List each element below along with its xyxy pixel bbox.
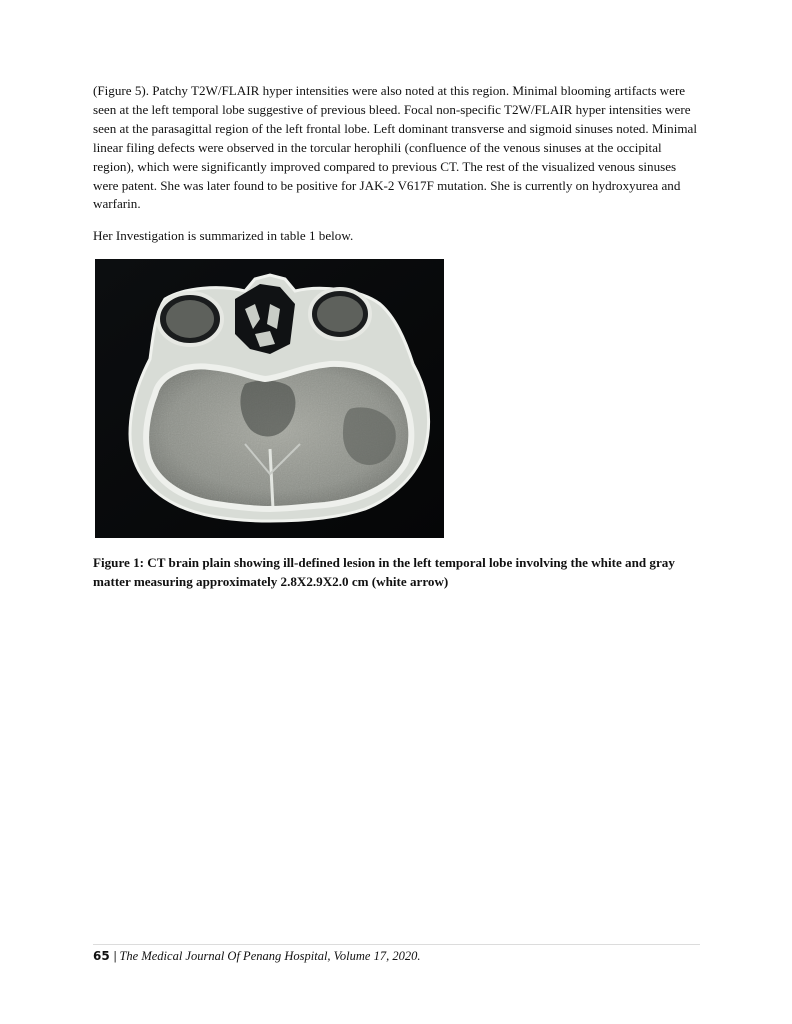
body-paragraph: (Figure 5). Patchy T2W/FLAIR hyper inten… bbox=[93, 83, 697, 212]
figure-caption: Figure 1: CT brain plain showing ill-def… bbox=[93, 555, 675, 590]
journal-name: The Medical Journal Of Penang Hospital, … bbox=[119, 949, 421, 963]
page-number: 65 bbox=[93, 949, 110, 963]
footer-rule bbox=[93, 944, 700, 945]
ct-brain-image bbox=[95, 259, 444, 538]
footer-separator: | bbox=[113, 949, 117, 963]
investigation-intro: Her Investigation is summarized in table… bbox=[93, 228, 354, 243]
page-footer: 65 | The Medical Journal Of Penang Hospita… bbox=[93, 947, 420, 965]
